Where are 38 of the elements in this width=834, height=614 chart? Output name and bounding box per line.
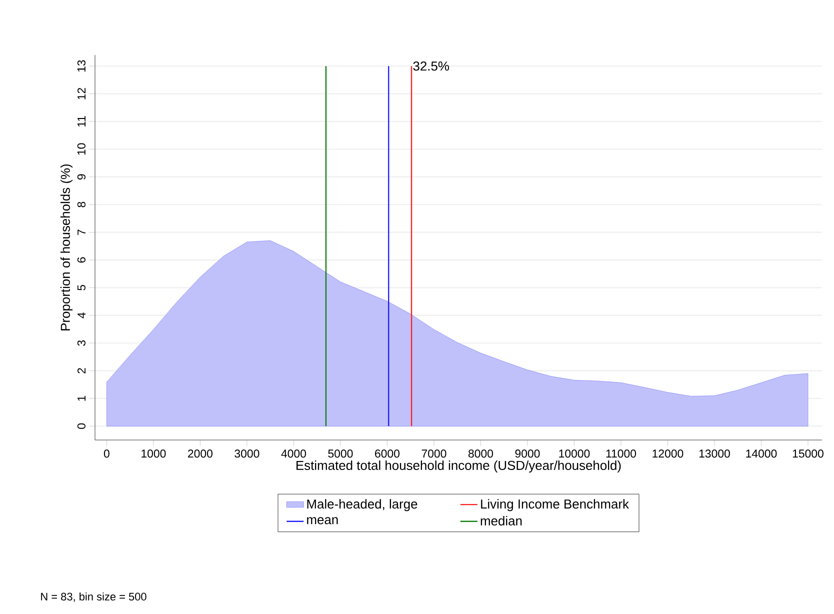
x-tick-label: 1000 [142,450,166,458]
x-tick-label: 15000 [792,450,824,458]
x-tick-label: 2000 [188,450,212,458]
legend-label: Living Income Benchmark [481,499,629,512]
annotation: 32.5% [413,61,449,71]
y-tick-label: 10 [77,143,86,155]
y-tick-label: 7 [78,230,86,235]
y-tick-label: 6 [77,257,86,263]
x-tick-label: 4000 [281,450,306,458]
x-tick-label: 7000 [422,450,446,458]
text: N = 83, bin size = 500 [41,592,146,602]
y-tick-label: 12 [77,88,86,100]
y-tick-label: 2 [77,368,86,374]
x-tick-label: 12000 [652,450,684,458]
x-tick-label: 0 [104,450,110,458]
x-tick-label: 3000 [234,450,260,458]
y-axis-title: Proportion of households (%) [60,164,73,330]
y-tick-label: 13 [77,60,86,72]
x-tick-label: 6000 [375,450,400,458]
y-tick-label: 0 [77,423,86,429]
x-tick-label: 8000 [468,450,493,458]
y-tick-label: 5 [77,284,86,290]
y-tick-label: 3 [77,340,86,346]
legend-label: median [480,516,522,526]
x-tick-label: 10000 [559,450,590,458]
y-tick-label: 4 [78,312,86,318]
legend-label: mean [307,517,338,524]
y-tick-label: 9 [77,174,86,180]
x-tick-label: 14000 [746,450,777,458]
legend-label: Male-headed, large [307,499,418,512]
x-tick-label: 13000 [699,450,730,458]
x-tick-label: 9000 [515,450,540,458]
x-axis-title: Estimated total household income (USD/year/household) [296,460,621,473]
y-tick-label: 1 [78,396,86,401]
x-tick-label: 11000 [606,450,636,458]
y-tick-label: 11 [78,116,86,127]
x-tick-label: 5000 [328,450,353,458]
y-tick-label: 8 [77,202,86,208]
